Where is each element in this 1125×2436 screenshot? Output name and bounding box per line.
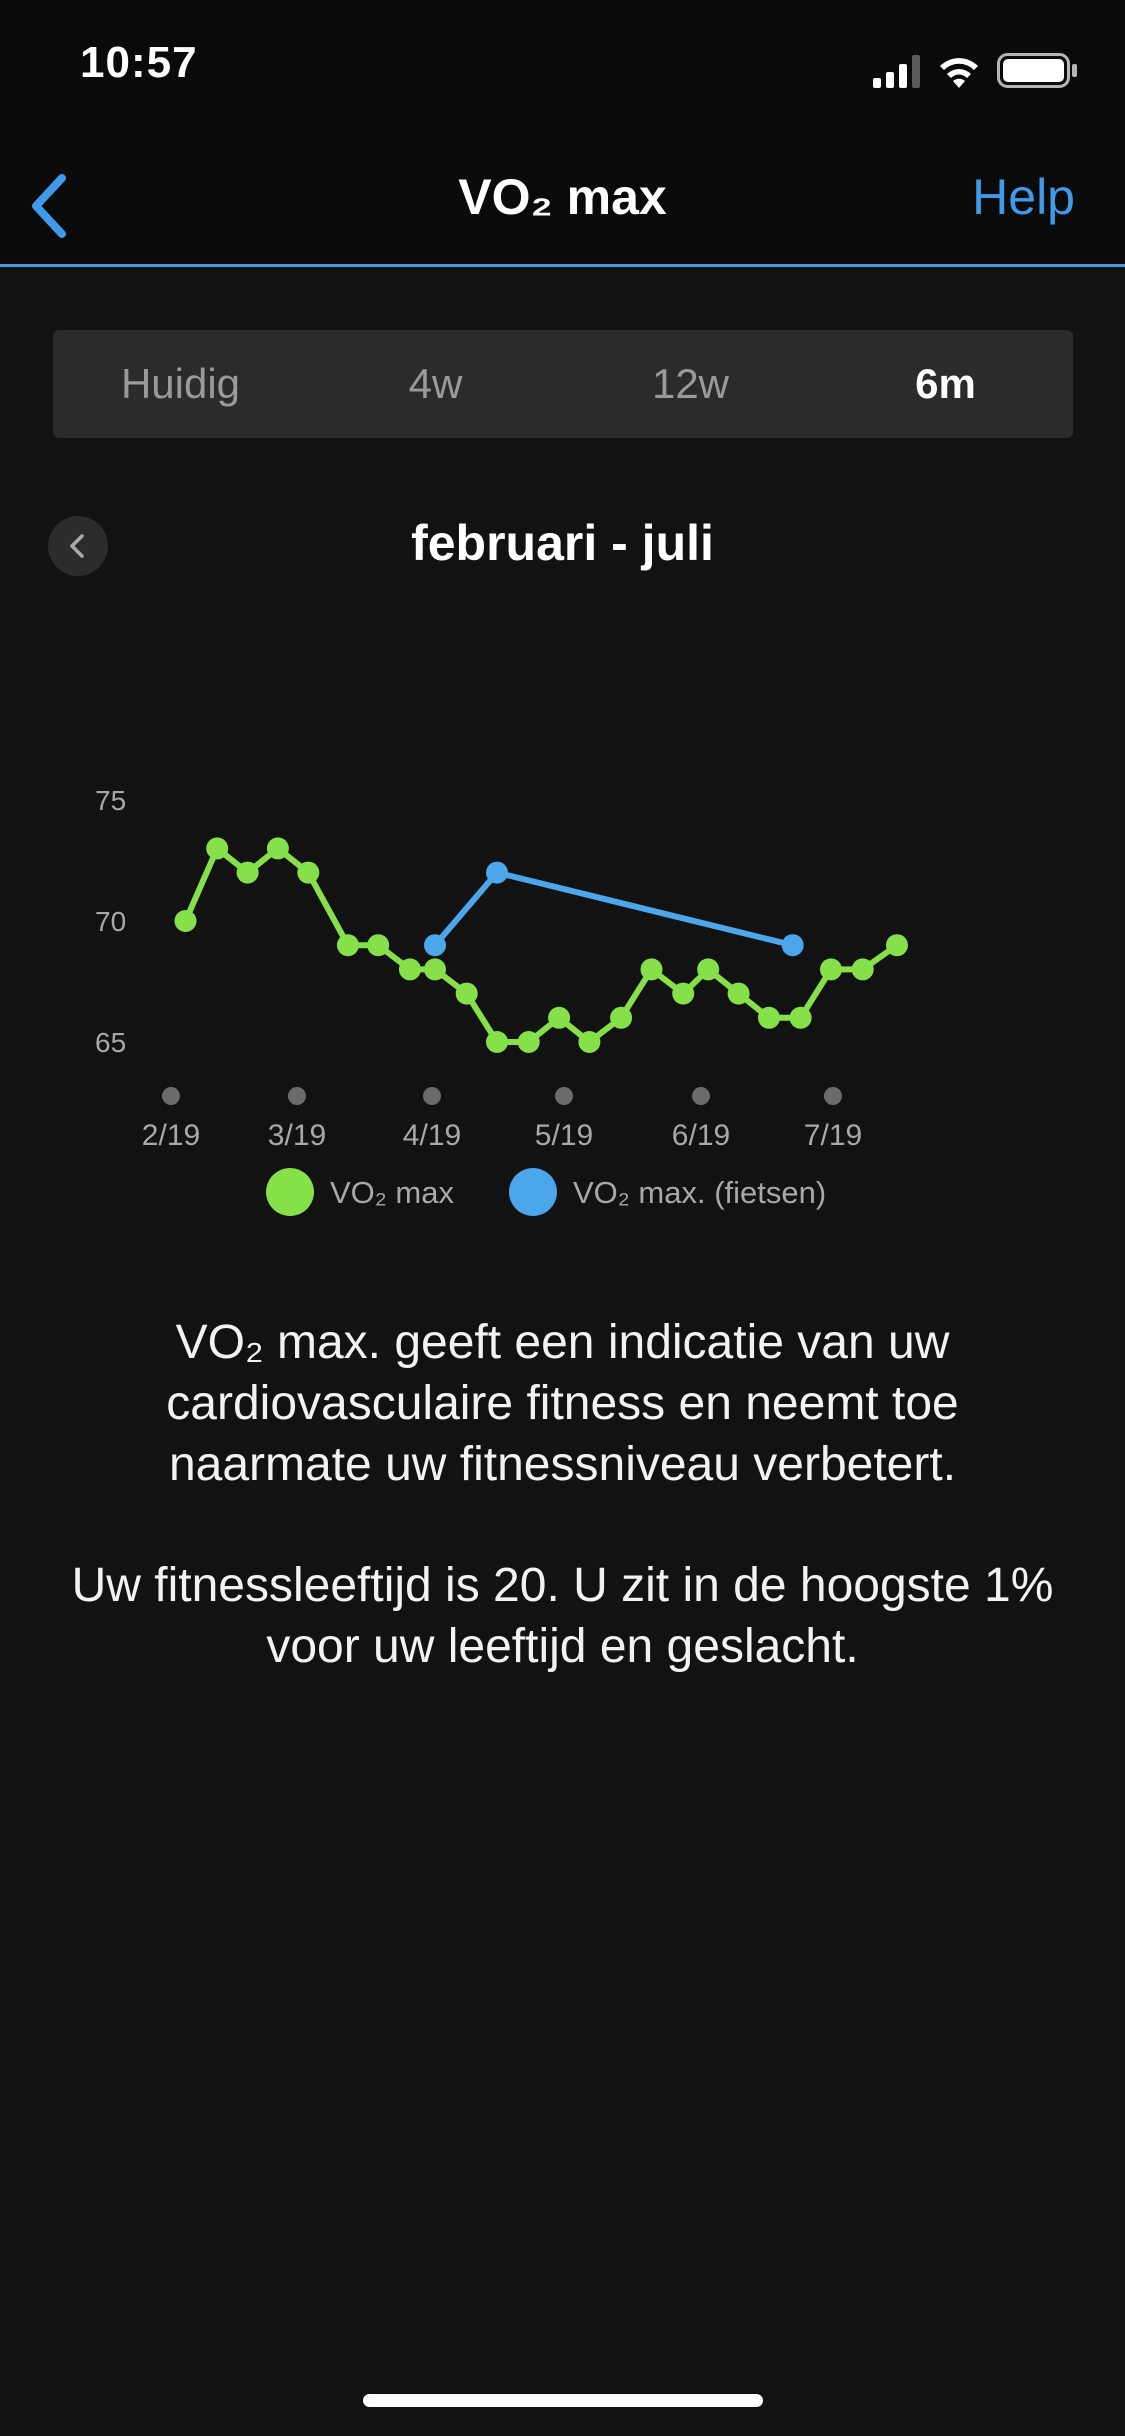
vo2-max-point xyxy=(424,958,446,981)
vo2-max-point xyxy=(578,1031,601,1053)
back-button[interactable] xyxy=(18,166,88,246)
x-tick-dot xyxy=(288,1087,306,1105)
vo2-max-point xyxy=(886,934,908,957)
x-tick-label: 3/19 xyxy=(268,1119,326,1152)
signal-icon xyxy=(873,55,920,88)
vo2-max-cycling-point xyxy=(781,934,804,957)
x-tick-label: 2/19 xyxy=(142,1119,200,1152)
x-tick-label: 5/19 xyxy=(535,1119,593,1152)
x-tick-dot xyxy=(824,1087,842,1105)
vo2-max-point xyxy=(206,837,229,860)
page-title: VO₂ max xyxy=(458,169,667,225)
home-indicator xyxy=(363,2394,763,2407)
description-paragraph: VO₂ max. geeft een indicatie van uw card… xyxy=(166,1316,959,1491)
vo2-max-point xyxy=(672,982,695,1005)
vo2-max-point xyxy=(236,861,259,884)
vo2-max-point xyxy=(336,934,359,957)
vo2-max-point xyxy=(727,982,750,1005)
legend-label: VO₂ max xyxy=(330,1175,455,1210)
chevron-left-icon xyxy=(70,534,84,558)
legend-marker xyxy=(266,1168,314,1216)
y-tick-label: 65 xyxy=(95,1027,126,1058)
chevron-left-icon xyxy=(32,174,66,238)
vo2-max-point xyxy=(820,958,842,981)
vo2-max-point xyxy=(398,958,421,981)
vo2-max-point xyxy=(697,958,720,981)
vo2-max-point xyxy=(174,910,197,932)
battery-icon xyxy=(997,53,1077,88)
x-tick-dot xyxy=(692,1087,710,1105)
vo2-max-chart: 75 70 65 2/19 3/19 4/19 5/19 6/19 7/19 VO₂ max VO₂… xyxy=(95,785,908,1216)
period-title: februari - juli xyxy=(411,515,714,571)
vo2-max-point xyxy=(266,837,289,860)
x-tick-label: 6/19 xyxy=(672,1119,730,1152)
tab-12w[interactable]: 12w xyxy=(651,360,730,407)
vo2-max-point xyxy=(455,982,478,1005)
x-tick-dot xyxy=(423,1087,441,1105)
legend-marker xyxy=(509,1168,557,1216)
x-tick-label: 4/19 xyxy=(403,1119,461,1152)
vo2-max-point xyxy=(517,1031,540,1053)
x-tick-dot xyxy=(555,1087,573,1105)
vo2-max-cycling-point xyxy=(424,934,446,957)
fitness-age-text: Uw fitnessleeftijd is 20. U zit in de ho… xyxy=(71,1559,1054,1673)
vo2-max-cycling-point xyxy=(486,861,508,884)
x-tick-dot xyxy=(162,1087,180,1105)
help-link[interactable]: Help xyxy=(972,169,1075,225)
vo2-max-point xyxy=(297,861,320,884)
x-tick-label: 7/19 xyxy=(804,1119,862,1152)
legend-label: VO₂ max. (fietsen) xyxy=(573,1175,826,1210)
y-tick-label: 70 xyxy=(95,906,126,937)
description: VO₂ max. geeft een indicatie van uw card… xyxy=(60,1312,1065,1737)
vo2-max-point xyxy=(758,1006,780,1029)
time-range-tabs: Huidig 4w 12w 6m xyxy=(53,330,1073,438)
vo2-max-point xyxy=(789,1006,812,1029)
vo2-max-point xyxy=(486,1031,508,1053)
tab-6m[interactable]: 6m xyxy=(915,360,976,407)
vo2-max-point xyxy=(610,1006,633,1029)
vo2-max-point xyxy=(367,934,390,957)
vo2-max-point xyxy=(548,1006,571,1029)
y-tick-label: 75 xyxy=(95,785,126,816)
status-icons xyxy=(873,53,1077,88)
status-time: 10:57 xyxy=(80,38,198,87)
tab-4w[interactable]: 4w xyxy=(408,360,463,407)
vo2-max-point xyxy=(851,958,874,981)
nav-header: VO₂ max Help xyxy=(0,140,1125,267)
previous-period-button[interactable] xyxy=(48,516,108,576)
vo2-max-cycling-line xyxy=(432,869,796,949)
tab-huidig[interactable]: Huidig xyxy=(120,360,241,407)
wifi-icon xyxy=(940,58,978,88)
status-bar: 10:57 xyxy=(0,0,1125,140)
vo2-max-point xyxy=(640,958,663,981)
